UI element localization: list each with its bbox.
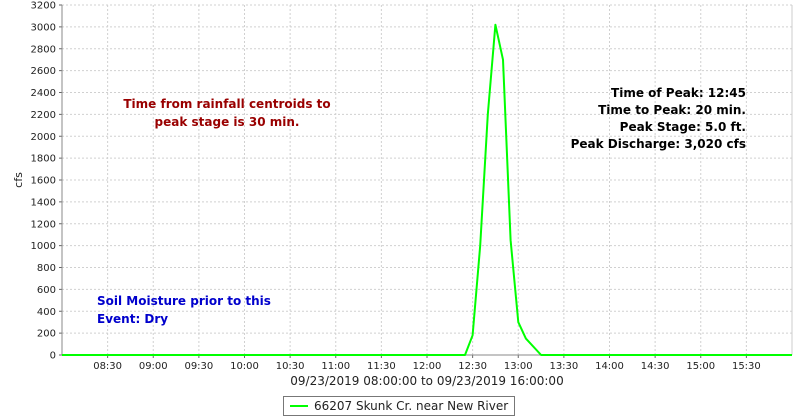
x-tick-label: 09:30: [184, 361, 213, 372]
y-tick-label: 2200: [31, 110, 56, 121]
y-tick-label: 3200: [31, 1, 56, 12]
y-tick-label: 0: [50, 351, 56, 362]
x-tick-label: 13:00: [504, 361, 533, 372]
y-tick-label: 1200: [31, 219, 56, 230]
y-tick-label: 1400: [31, 197, 56, 208]
x-tick-label: 10:00: [230, 361, 259, 372]
y-tick-label: 1600: [31, 176, 56, 187]
soil-annotation-line: Event: Dry: [97, 312, 168, 326]
x-tick-label: 11:00: [321, 361, 350, 372]
legend: 66207 Skunk Cr. near New River: [283, 396, 516, 416]
stats-annotation-line: Peak Stage: 5.0 ft.: [620, 120, 746, 134]
grid: [62, 4, 792, 355]
annotations: Time from rainfall centroids to peak stag…: [97, 86, 746, 326]
y-tick-label: 200: [37, 329, 56, 340]
stats-annotation-line: Time of Peak: 12:45: [611, 86, 746, 100]
legend-label: 66207 Skunk Cr. near New River: [314, 399, 509, 413]
y-tick-label: 2800: [31, 44, 56, 55]
y-tick-label: 600: [37, 285, 56, 296]
x-tick-labels: 08:30 09:00 09:30 10:00 10:30 11:00 11:30 12:00…: [93, 361, 761, 372]
stats-annotation-line: Peak Discharge: 3,020 cfs: [571, 137, 746, 151]
legend-swatch: [290, 405, 308, 407]
y-tick-label: 1000: [31, 241, 56, 252]
x-tick-label: 15:00: [686, 361, 715, 372]
y-tick-label: 2600: [31, 66, 56, 77]
soil-annotation-line: Soil Moisture prior to this: [97, 294, 271, 308]
x-tick-label: 13:30: [549, 361, 578, 372]
y-tick-label: 2000: [31, 132, 56, 143]
x-tick-label: 14:30: [641, 361, 670, 372]
y-tick-label: 3000: [31, 22, 56, 33]
series-line: [62, 23, 792, 356]
x-tick-label: 15:30: [732, 361, 761, 372]
x-tick-label: 12:00: [413, 361, 442, 372]
y-tick-label: 400: [37, 307, 56, 318]
x-tick-label: 14:00: [595, 361, 624, 372]
x-tick-label: 08:30: [93, 361, 122, 372]
y-axis-label: cfs: [12, 172, 25, 188]
x-tick-label: 10:30: [276, 361, 305, 372]
y-tick-labels: 0 200 400 600 800 1000 1200 1400 1600 1800 2000 220…: [31, 1, 56, 362]
y-tick-label: 1800: [31, 154, 56, 165]
rainfall-annotation-line: Time from rainfall centroids to: [123, 97, 330, 111]
x-axis-label: 09/23/2019 08:00:00 to 09/23/2019 16:00:…: [290, 374, 563, 388]
series-group: [62, 23, 792, 356]
y-tick-label: 2400: [31, 88, 56, 99]
x-tick-label: 11:30: [367, 361, 396, 372]
stats-annotation-line: Time to Peak: 20 min.: [598, 103, 746, 117]
x-tick-label: 09:00: [139, 361, 168, 372]
y-tick-label: 800: [37, 263, 56, 274]
rainfall-annotation-line: peak stage is 30 min.: [155, 115, 300, 129]
x-tick-label: 12:30: [458, 361, 487, 372]
